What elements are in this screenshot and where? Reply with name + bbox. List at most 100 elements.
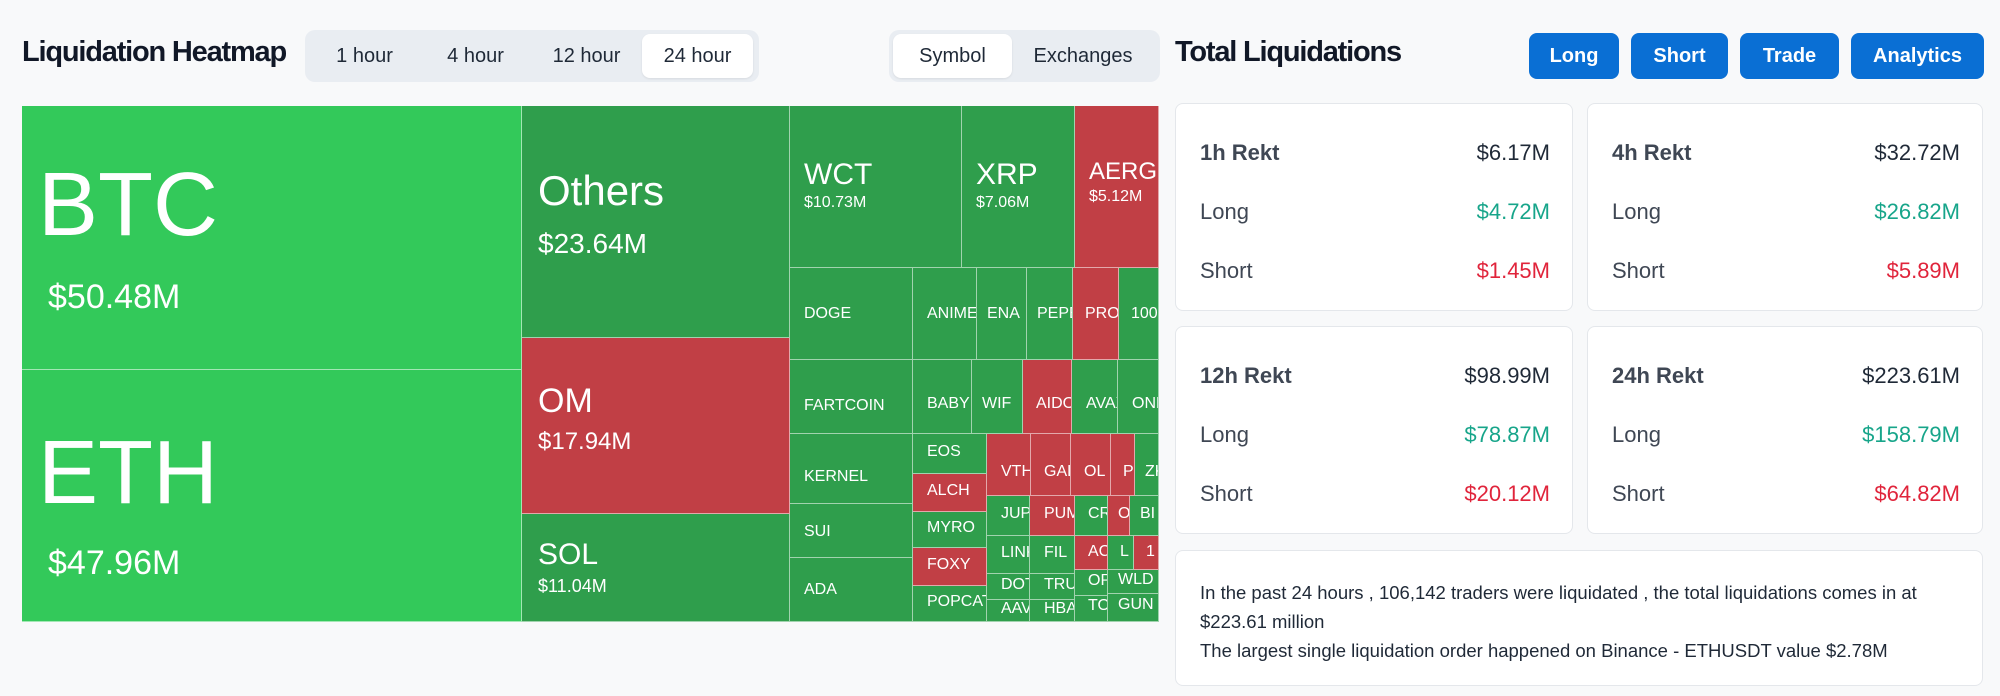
tile-symbol: OP	[1088, 572, 1107, 589]
tile-symbol: 1000	[1131, 305, 1158, 322]
short-label: Short	[1200, 481, 1253, 506]
heatmap-tile[interactable]: WIF	[972, 360, 1023, 434]
tile-symbol: SOL	[538, 538, 599, 571]
heatmap-tile[interactable]: ALCH	[913, 474, 987, 512]
heatmap-tile[interactable]: GUN	[1108, 594, 1159, 622]
heatmap-tile[interactable]: OM $17.94M	[522, 338, 790, 514]
analytics-button[interactable]: Analytics	[1851, 33, 1984, 79]
tile-value: $11.04M	[538, 576, 607, 596]
tile-symbol: HBAR	[1044, 600, 1074, 617]
heatmap-tile[interactable]: KERNEL	[790, 434, 913, 504]
heatmap-tile[interactable]: AERGO $5.12M	[1075, 106, 1159, 268]
summary-line-2: The largest single liquidation order hap…	[1200, 640, 1888, 661]
tile-value: $47.96M	[48, 544, 181, 582]
tile-symbol: FIL	[1044, 544, 1068, 561]
heatmap-tile[interactable]: DOGE	[790, 268, 913, 360]
liquidation-heatmap: BTC $50.48M ETH $47.96M Others $23.64M OM $17.9…	[22, 106, 1159, 622]
heatmap-tile[interactable]: 1	[1134, 536, 1159, 570]
tile-symbol: PUMP	[1044, 505, 1074, 522]
tile-value: $7.06M	[976, 194, 1030, 211]
tab-symbol[interactable]: Symbol	[893, 34, 1012, 78]
short-value: $5.89M	[1886, 258, 1960, 283]
heatmap-tile[interactable]: Others $23.64M	[522, 106, 790, 338]
tab-24-hour[interactable]: 24 hour	[642, 34, 753, 78]
tab-12-hour[interactable]: 12 hour	[552, 44, 621, 67]
heatmap-tile[interactable]: PR	[1111, 434, 1135, 496]
long-label: Long	[1612, 422, 1661, 447]
heatmap-tile[interactable]: PUMP	[1030, 496, 1075, 536]
heatmap-tile[interactable]: EOS	[913, 434, 987, 474]
rekt-card-1h: 1h Rekt $6.17M Long $4.72M Short $1.45M	[1175, 103, 1573, 311]
heatmap-tile[interactable]: GALA	[1031, 434, 1071, 496]
heatmap-tile[interactable]: ZK	[1135, 434, 1159, 496]
heatmap-tile[interactable]: HBAR	[1030, 600, 1075, 622]
heatmap-tile[interactable]: ENA	[977, 268, 1027, 360]
tile-symbol: Others	[538, 167, 665, 214]
heatmap-tile[interactable]: AIDOGE	[1023, 360, 1072, 434]
heatmap-tile[interactable]: OP	[1075, 570, 1108, 596]
heatmap-tile[interactable]: VTHO	[987, 434, 1031, 496]
short-label: Short	[1200, 258, 1253, 283]
tile-symbol: OM	[538, 382, 593, 420]
heatmap-tile[interactable]: DOT	[987, 574, 1030, 600]
heatmap-tile[interactable]: POPCAT	[913, 586, 987, 622]
heatmap-tile[interactable]: XRP $7.06M	[962, 106, 1075, 268]
tile-symbol: SUI	[804, 523, 831, 540]
heatmap-tile[interactable]: BI	[1130, 496, 1159, 536]
long-button[interactable]: Long	[1529, 33, 1619, 79]
heatmap-tile[interactable]: ETH $47.96M	[22, 370, 522, 622]
heatmap-tile[interactable]: WLD	[1108, 570, 1159, 594]
tile-value: $17.94M	[538, 428, 632, 455]
heatmap-tile[interactable]: AVAX	[1072, 360, 1118, 434]
long-value: $4.72M	[1476, 199, 1550, 224]
heatmap-tile[interactable]: FARTCOIN	[790, 360, 913, 434]
heatmap-tile[interactable]: FOXY	[913, 548, 987, 586]
tile-symbol: BI	[1140, 505, 1156, 522]
action-buttons: Long Short Trade Analytics	[1529, 33, 1984, 79]
tile-symbol: ACX	[1088, 543, 1107, 560]
heatmap-tile[interactable]: SUI	[790, 504, 913, 558]
tile-symbol: POPCAT	[927, 593, 987, 610]
tile-symbol: WIF	[982, 395, 1012, 412]
tile-symbol: ADA	[804, 581, 837, 598]
long-value: $26.82M	[1874, 199, 1960, 224]
trade-button[interactable]: Trade	[1740, 33, 1839, 79]
tile-value: $5.12M	[1089, 188, 1143, 205]
tab-1-hour[interactable]: 1 hour	[336, 44, 393, 67]
heatmap-tile[interactable]: OL	[1071, 434, 1111, 496]
card-total: $98.99M	[1464, 363, 1550, 388]
long-label: Long	[1200, 422, 1249, 447]
heatmap-tile[interactable]: ANIME	[913, 268, 977, 360]
heatmap-tile[interactable]: SOL $11.04M	[522, 514, 790, 622]
heatmap-tile[interactable]: LINK	[987, 536, 1030, 574]
heatmap-tile[interactable]: L	[1108, 536, 1134, 570]
heatmap-tile[interactable]: AAVE	[987, 600, 1030, 622]
tile-symbol: ALCH	[927, 482, 970, 499]
heatmap-tile[interactable]: PEPE	[1027, 268, 1073, 360]
tab-exchanges[interactable]: Exchanges	[1033, 44, 1133, 67]
heatmap-tile[interactable]: WCT $10.73M	[790, 106, 962, 268]
heatmap-tile[interactable]: 1000	[1119, 268, 1159, 360]
tile-symbol: ONDO	[1132, 395, 1158, 412]
tab-4-hour[interactable]: 4 hour	[447, 44, 504, 67]
tile-symbol: AIDOGE	[1036, 395, 1071, 412]
heatmap-tile[interactable]: ADA	[790, 558, 913, 622]
heatmap-tile[interactable]: ONDO	[1118, 360, 1159, 434]
tile-symbol: VTHO	[1001, 463, 1030, 480]
long-label: Long	[1200, 199, 1249, 224]
heatmap-tile[interactable]: CR	[1075, 496, 1108, 536]
short-button[interactable]: Short	[1631, 33, 1728, 79]
heatmap-tile[interactable]: BTC $50.48M	[22, 106, 522, 370]
heatmap-tile[interactable]: OM	[1108, 496, 1130, 536]
heatmap-tile[interactable]: TRU	[1030, 574, 1075, 600]
heatmap-tile[interactable]: BABY	[913, 360, 972, 434]
heatmap-tile[interactable]: PROMPT	[1073, 268, 1119, 360]
heatmap-tile[interactable]: FIL	[1030, 536, 1075, 574]
heatmap-tile[interactable]: JUP	[987, 496, 1030, 536]
heatmap-tile[interactable]: ACX	[1075, 536, 1108, 570]
heatmap-tile[interactable]: MYRO	[913, 512, 987, 548]
tile-symbol: ANIME	[927, 305, 977, 322]
heatmap-tile[interactable]: TON	[1075, 596, 1108, 622]
tile-symbol: GALA	[1044, 463, 1070, 480]
tile-symbol: LINK	[1001, 544, 1029, 561]
